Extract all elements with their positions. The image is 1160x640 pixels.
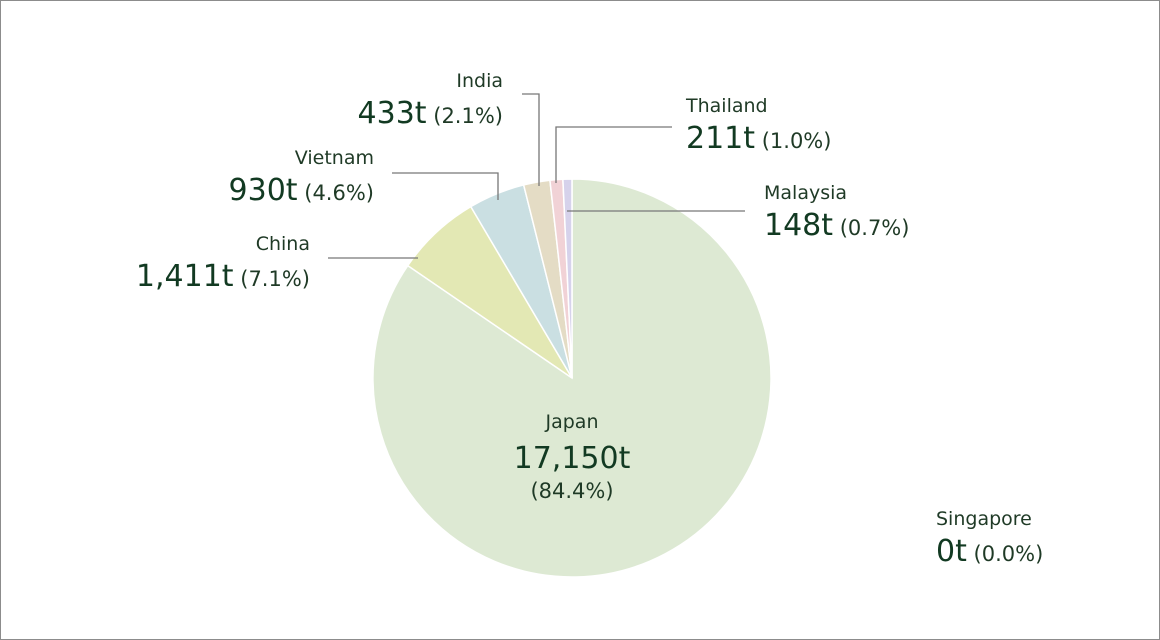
slice-value-china: 1,411t <box>136 259 234 294</box>
slice-percent-japan: (84.4%) <box>530 479 613 503</box>
slice-value-malaysia: 148t <box>764 208 833 243</box>
leader-line-india <box>522 93 540 186</box>
slice-percent-india: (2.1%) <box>433 104 503 128</box>
slice-name-singapore: Singapore <box>936 508 1032 530</box>
leader-line-vietnam <box>392 172 499 200</box>
slice-name-thailand: Thailand <box>685 95 768 117</box>
slice-name-india: India <box>456 70 503 92</box>
pie-slices <box>372 178 772 578</box>
slice-percent-vietnam: (4.6%) <box>304 181 374 205</box>
slice-value-japan: 17,150t <box>514 441 631 476</box>
slice-name-china: China <box>256 233 310 255</box>
svg-text:211t (1.0%): 211t (1.0%) <box>686 121 831 156</box>
slice-value-vietnam: 930t <box>229 173 298 208</box>
svg-text:0t (0.0%): 0t (0.0%) <box>936 534 1043 569</box>
slice-label-china: China 1,411t (7.1%) <box>136 233 310 294</box>
slice-value-thailand: 211t <box>686 121 755 156</box>
slice-label-thailand: Thailand 211t (1.0%) <box>685 95 831 156</box>
slice-name-japan: Japan <box>545 411 599 433</box>
slice-name-vietnam: Vietnam <box>295 147 374 169</box>
slice-name-malaysia: Malaysia <box>764 182 847 204</box>
slice-label-japan: Japan 17,150t (84.4%) <box>514 411 631 503</box>
slice-value-singapore: 0t <box>936 534 967 569</box>
svg-text:1,411t (7.1%): 1,411t (7.1%) <box>136 259 310 294</box>
slice-label-singapore: Singapore 0t (0.0%) <box>936 508 1043 569</box>
pie-slice-malaysia <box>562 178 573 379</box>
slice-percent-singapore: (0.0%) <box>974 542 1044 566</box>
slice-labels: Japan 17,150t (84.4%) Singapore 0t (0.0%) Chi… <box>136 70 1043 569</box>
slice-percent-thailand: (1.0%) <box>762 129 832 153</box>
slice-percent-china: (7.1%) <box>240 267 310 291</box>
leader-lines <box>328 93 745 259</box>
slice-percent-malaysia: (0.7%) <box>840 216 910 240</box>
slice-label-malaysia: Malaysia 148t (0.7%) <box>764 182 909 243</box>
svg-text:148t (0.7%): 148t (0.7%) <box>764 208 909 243</box>
slice-label-india: India 433t (2.1%) <box>358 70 503 131</box>
slice-value-india: 433t <box>358 96 427 131</box>
svg-text:433t (2.1%): 433t (2.1%) <box>358 96 503 131</box>
slice-label-vietnam: Vietnam 930t (4.6%) <box>229 147 374 208</box>
svg-text:930t (4.6%): 930t (4.6%) <box>229 173 374 208</box>
leader-line-thailand <box>555 126 672 183</box>
